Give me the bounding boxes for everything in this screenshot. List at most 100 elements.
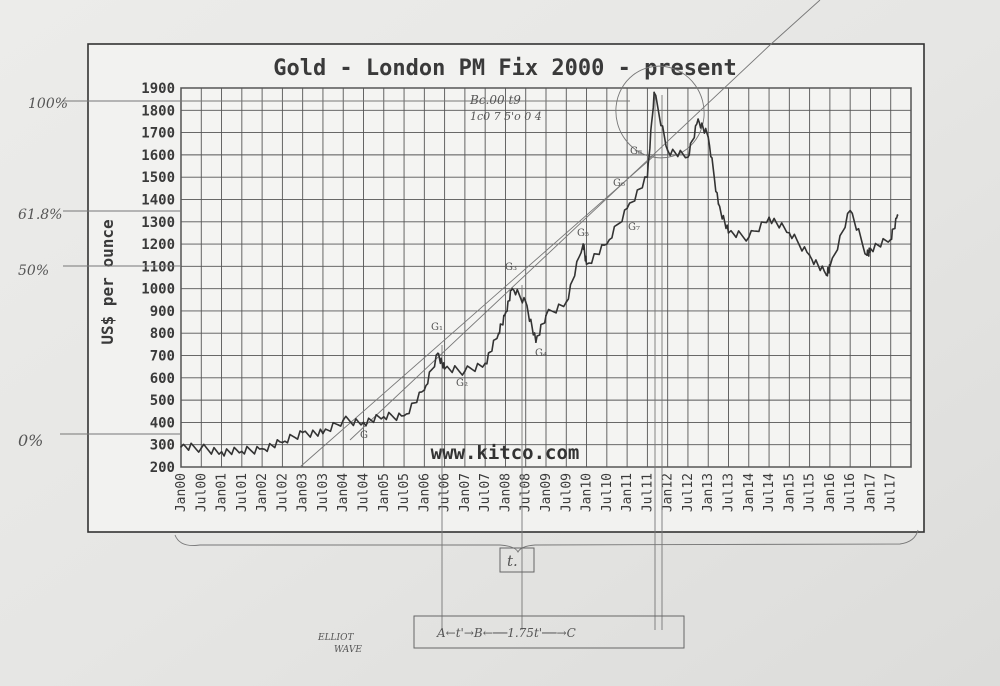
data-point <box>443 368 446 370</box>
y-tick-label: 300 <box>150 438 175 454</box>
y-tick-label: 1700 <box>141 126 175 142</box>
x-tick-label: Jul00 <box>194 473 209 512</box>
data-point <box>382 415 385 418</box>
data-point <box>463 370 466 373</box>
y-ticks: 200 300 400 500 600 700 800 900 1000 1100 1200 1300… <box>141 81 175 476</box>
fib-label-100: 100% <box>28 96 68 112</box>
y-tick-label: 1300 <box>141 215 175 231</box>
peak-note-1: Bc.00 t9 <box>469 93 521 107</box>
x-tick-label: Jan17 <box>863 473 878 512</box>
t-box <box>499 547 535 573</box>
data-point <box>497 332 500 335</box>
t-label: t. <box>507 552 518 570</box>
y-tick-label: 1500 <box>141 170 175 186</box>
x-tick-label: Jul06 <box>438 473 453 512</box>
data-point <box>727 232 730 234</box>
time-brace <box>174 529 919 554</box>
x-tick-label: Jul08 <box>519 473 534 512</box>
data-point <box>768 216 770 219</box>
elliot-label-2: WAVE <box>334 645 362 655</box>
trend-lines <box>60 0 919 630</box>
x-tick-label: Jul14 <box>762 473 777 512</box>
x-tick-label: Jul02 <box>275 473 290 512</box>
wave-label-g: G <box>360 430 368 441</box>
data-point <box>747 236 750 239</box>
y-tick-label: 700 <box>150 349 175 365</box>
x-tick-label: Jan07 <box>458 473 473 512</box>
x-tick-label: Jan04 <box>336 473 351 512</box>
grid <box>180 87 912 468</box>
wave-label-g7: G₇ <box>628 222 640 233</box>
x-tick-label: Jan05 <box>377 473 392 512</box>
y-tick-label: 900 <box>150 304 175 320</box>
y-axis-label: US$ per ounce <box>98 219 117 344</box>
data-point <box>524 301 527 303</box>
wave-label-g5: G₅ <box>577 228 589 239</box>
y-tick-label: 1900 <box>141 81 175 97</box>
x-tick-label: Jan12 <box>661 473 676 512</box>
data-point <box>828 265 831 268</box>
data-point <box>436 352 439 355</box>
x-tick-label: Jul11 <box>640 473 655 512</box>
x-tick-label: Jan16 <box>823 473 838 512</box>
x-tick-label: Jan11 <box>620 473 635 512</box>
x-tick-label: Jan09 <box>539 473 554 512</box>
fib-label-618: 61.8% <box>18 207 62 223</box>
x-tick-label: Jul16 <box>843 473 858 512</box>
wave-label-g1: G₁ <box>431 322 443 333</box>
data-point <box>626 207 629 210</box>
watermark: www.kitco.com <box>431 442 580 464</box>
data-point <box>666 149 669 152</box>
x-tick-label: Jul03 <box>316 473 331 512</box>
data-point <box>585 263 588 266</box>
gold-price-series <box>180 91 899 457</box>
data-point <box>200 447 203 449</box>
wave-label-g6: G₆ <box>613 178 625 189</box>
data-point <box>697 118 699 121</box>
data-point <box>511 287 514 290</box>
data-point <box>825 274 828 277</box>
x-tick-label: Jan14 <box>742 473 757 512</box>
data-point <box>717 203 720 205</box>
data-point <box>261 447 264 450</box>
data-point <box>220 450 223 453</box>
y-tick-label: 500 <box>150 393 175 409</box>
trend-line-upper <box>349 44 771 441</box>
wave-label-g3: G₃ <box>505 262 517 273</box>
x-ticks: Jan00 Jul00 Jan01 Jul01 Jan02 Jul02 Jan03 Jul03… <box>174 473 899 512</box>
x-tick-label: Jan00 <box>174 473 189 512</box>
elliot-label-1: ELLIOT <box>317 633 354 643</box>
wave-label-g2: G₂ <box>456 378 468 389</box>
timeline-box <box>413 615 685 649</box>
x-tick-label: Jul15 <box>803 473 818 512</box>
data-point <box>281 441 284 444</box>
x-tick-label: Jul10 <box>600 473 615 512</box>
trend-line-top <box>769 0 821 46</box>
x-tick-label: Jan01 <box>215 473 230 512</box>
data-point <box>545 314 547 317</box>
chart-title: Gold - London PM Fix 2000 - present <box>273 56 737 81</box>
data-point <box>866 254 868 257</box>
data-point <box>849 209 852 212</box>
data-point <box>534 341 537 344</box>
data-point <box>504 312 507 315</box>
data-point <box>322 432 324 435</box>
peak-note-2: 1c0 7 5'o 0 4 <box>470 110 542 123</box>
y-tick-label: 600 <box>150 371 175 387</box>
y-tick-label: 1600 <box>141 148 175 164</box>
x-tick-label: Jul09 <box>559 473 574 512</box>
x-tick-label: Jul05 <box>397 473 412 512</box>
y-tick-label: 200 <box>150 460 175 476</box>
data-point <box>788 232 791 234</box>
data-point <box>869 247 872 250</box>
fib-label-0: 0% <box>18 431 43 450</box>
data-point <box>808 254 811 257</box>
data-point <box>301 431 304 434</box>
x-tick-label: Jan02 <box>255 473 270 512</box>
data-point <box>889 238 892 241</box>
trend-line-lower <box>299 154 656 468</box>
fib-label-50: 50% <box>18 263 49 279</box>
x-tick-label: Jan10 <box>580 473 595 512</box>
x-tick-label: Jul07 <box>478 473 493 512</box>
peak-circle <box>615 65 705 159</box>
